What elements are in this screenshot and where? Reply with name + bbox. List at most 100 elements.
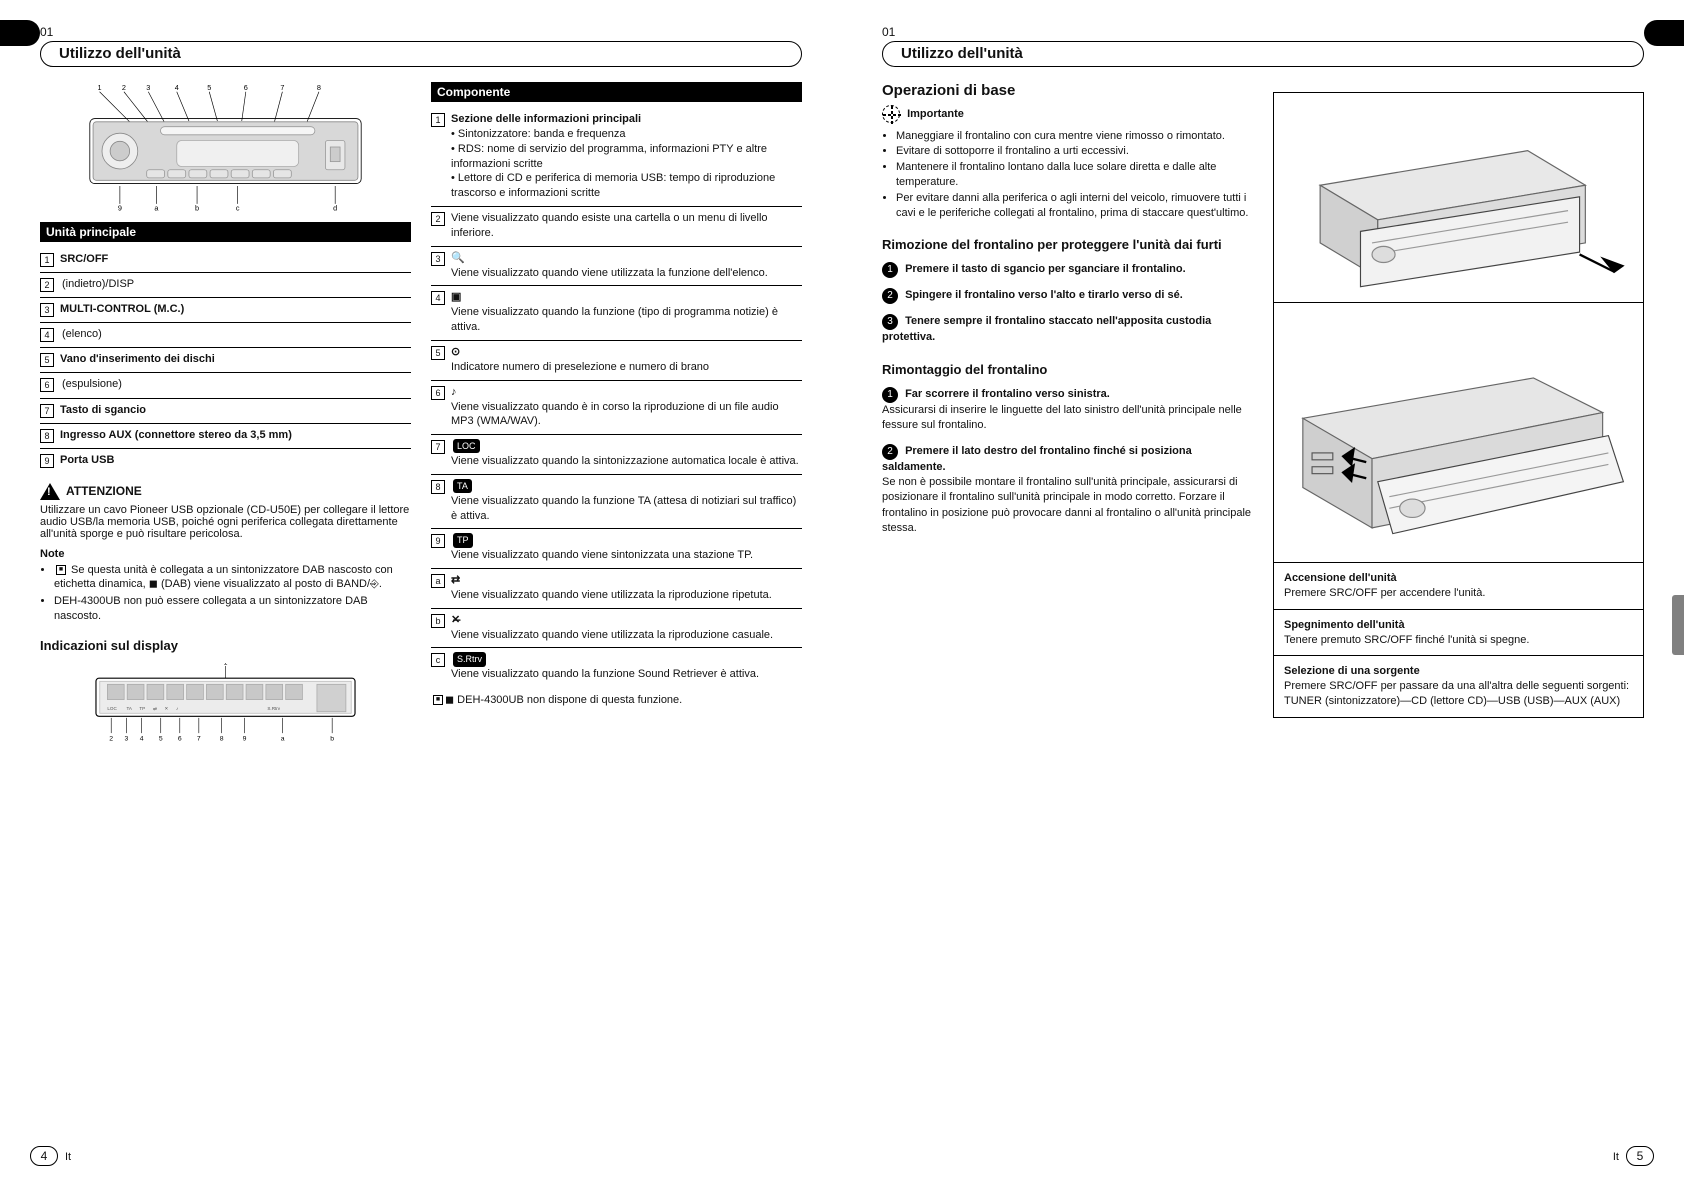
svg-text:8: 8 — [317, 83, 321, 92]
op-body: Tenere premuto SRC/OFF finché l'unità si… — [1284, 633, 1633, 648]
display-item: 6♪ Viene visualizzato quando è in corso … — [431, 381, 802, 436]
display-heading: Indicazioni sul display — [40, 638, 411, 653]
item-body: ⇄ Viene visualizzato quando viene utiliz… — [451, 573, 802, 603]
language-label-right: It — [1613, 1151, 1619, 1163]
display-item: b ✕̶ Viene visualizzato quando viene util… — [431, 609, 802, 649]
section-title: Utilizzo dell'unità — [40, 41, 802, 67]
item-body: SRC/OFF — [60, 252, 411, 267]
item-number: 8 — [40, 429, 54, 443]
images-column: Accensione dell'unità Premere SRC/OFF pe… — [1273, 92, 1644, 718]
svg-text:a: a — [281, 736, 285, 743]
op-title: Accensione dell'unità — [1284, 571, 1633, 586]
head-unit-item: 9Porta USB — [40, 449, 411, 473]
item-number: 2 — [40, 278, 54, 292]
svg-text:d: d — [333, 203, 337, 212]
item-number: 1 — [431, 113, 445, 127]
important-label: Importante — [907, 108, 964, 120]
head-unit-item: 2(indietro)/DISP — [40, 273, 411, 298]
svg-text:⇄: ⇄ — [153, 706, 157, 711]
remove-heading: Rimozione del frontalino per proteggere … — [882, 237, 1253, 252]
display-item: a ⇄ Viene visualizzato quando viene utili… — [431, 569, 802, 609]
display-diagram: 1 LOCTATP ⇄✕♪ S.Rtrv — [40, 663, 411, 743]
item-number: 5 — [40, 353, 54, 367]
op-select-source: Selezione di una sorgente Premere SRC/OF… — [1274, 656, 1643, 717]
item-body: Tasto di sgancio — [60, 403, 411, 418]
op-body: Premere SRC/OFF per passare da una all'a… — [1284, 679, 1633, 709]
item-number: c — [431, 653, 445, 667]
basic-ops-heading: Operazioni di base — [882, 82, 1253, 99]
svg-text:4: 4 — [175, 83, 179, 92]
svg-text:✕: ✕ — [165, 706, 169, 711]
svg-text:7: 7 — [197, 736, 201, 743]
item-number: 2 — [431, 212, 445, 226]
svg-text:3: 3 — [146, 83, 150, 92]
important-item: Per evitare danni alla periferica o agli… — [896, 191, 1253, 222]
step: 2 Spingere il frontalino verso l'alto e … — [882, 288, 1253, 304]
item-body: (espulsione) — [60, 377, 411, 392]
item-body: ⊙ Indicatore numero di preselezione e nu… — [451, 345, 802, 375]
item-number: 9 — [431, 534, 445, 548]
head-unit-item: 6(espulsione) — [40, 373, 411, 398]
op-body: Premere SRC/OFF per accendere l'unità. — [1284, 586, 1633, 601]
svg-text:c: c — [236, 203, 240, 212]
head-unit-item: 8 Ingresso AUX (connettore stereo da 3,5 … — [40, 424, 411, 449]
head-unit-item: 1 SRC/OFF — [40, 248, 411, 273]
page-number: 4 — [30, 1146, 58, 1166]
item-number: 9 — [40, 454, 54, 468]
attach-heading: Rimontaggio del frontalino — [882, 362, 1253, 377]
svg-text:S.Rtrv: S.Rtrv — [267, 706, 280, 711]
head-unit-item: 4(elenco) — [40, 323, 411, 348]
item-number: b — [431, 614, 445, 628]
step: 1 Premere il tasto di sgancio per sganci… — [882, 262, 1253, 278]
display-item: 9 TP Viene visualizzato quando viene sint… — [431, 529, 802, 569]
item-body: Ingresso AUX (connettore stereo da 3,5 m… — [60, 428, 411, 443]
item-number: 6 — [431, 386, 445, 400]
item-number: 7 — [40, 404, 54, 418]
display-item: c S.Rtrv Viene visualizzato quando la fun… — [431, 648, 802, 687]
display-item: 2Viene visualizzato quando esiste una ca… — [431, 207, 802, 247]
page-left: 01 Utilizzo dell'unità — [0, 0, 842, 1191]
warning-icon — [40, 483, 60, 500]
item-number: a — [431, 574, 445, 588]
item-number: 4 — [431, 291, 445, 305]
important-item: Mantenere il frontalino lontano dalla lu… — [896, 160, 1253, 191]
item-body: Vano d'inserimento dei dischi — [60, 352, 411, 367]
svg-text:1: 1 — [98, 83, 102, 92]
notes-list: ■ Se questa unità è collegata a un sinto… — [40, 563, 411, 624]
svg-text:6: 6 — [244, 83, 248, 92]
section-title-right: Utilizzo dell'unità — [882, 41, 1644, 67]
display-indicator-list: 1Sezione delle informazioni principali •… — [431, 108, 802, 687]
note-item: ■ Se questa unità è collegata a un sinto… — [54, 563, 411, 593]
item-body: ✕̶ Viene visualizzato quando viene utili… — [451, 613, 802, 643]
notes-heading: Note — [40, 548, 411, 560]
square-icon: ■ — [433, 695, 443, 705]
section-number-right: 01 — [882, 25, 1644, 39]
important-line: Importante — [882, 105, 1253, 123]
svg-text:TP: TP — [139, 706, 145, 711]
item-number: 1 — [40, 253, 54, 267]
item-body: S.Rtrv Viene visualizzato quando la funz… — [451, 652, 802, 682]
col-display-items: Componente 1Sezione delle informazioni p… — [431, 82, 802, 743]
display-item: 7LOC Viene visualizzato quando la sinton… — [431, 435, 802, 475]
op-title: Selezione di una sorgente — [1284, 664, 1633, 679]
caution-text: Utilizzare un cavo Pioneer USB opzionale… — [40, 504, 411, 540]
svg-text:b: b — [330, 736, 334, 743]
caution-block: ATTENZIONE Utilizzare un cavo Pioneer US… — [40, 483, 411, 540]
svg-text:3: 3 — [125, 736, 129, 743]
display-item: 3🔍 Viene visualizzato quando viene utili… — [431, 247, 802, 287]
svg-text:9: 9 — [118, 203, 122, 212]
head-unit-item: 5 Vano d'inserimento dei dischi — [40, 348, 411, 373]
head-unit-list: 1SRC/OFF 2(indietro)/DISP 3MULTI-CONTROL… — [40, 248, 411, 473]
section-tab-black-right — [1644, 20, 1684, 46]
svg-text:LOC: LOC — [107, 706, 117, 711]
svg-text:2: 2 — [109, 736, 113, 743]
caution-label: ATTENZIONE — [66, 484, 142, 498]
note-item: DEH-4300UB non può essere collegata a un… — [54, 594, 411, 624]
item-body: TP Viene visualizzato quando viene sinto… — [451, 533, 802, 563]
display-item: 1Sezione delle informazioni principali •… — [431, 108, 802, 207]
svg-text:TA: TA — [126, 706, 132, 711]
language-label: It — [65, 1151, 71, 1163]
svg-text:7: 7 — [280, 83, 284, 92]
page-right: 01 Utilizzo dell'unità Operazioni di bas… — [842, 0, 1684, 1191]
svg-text:6: 6 — [178, 736, 182, 743]
